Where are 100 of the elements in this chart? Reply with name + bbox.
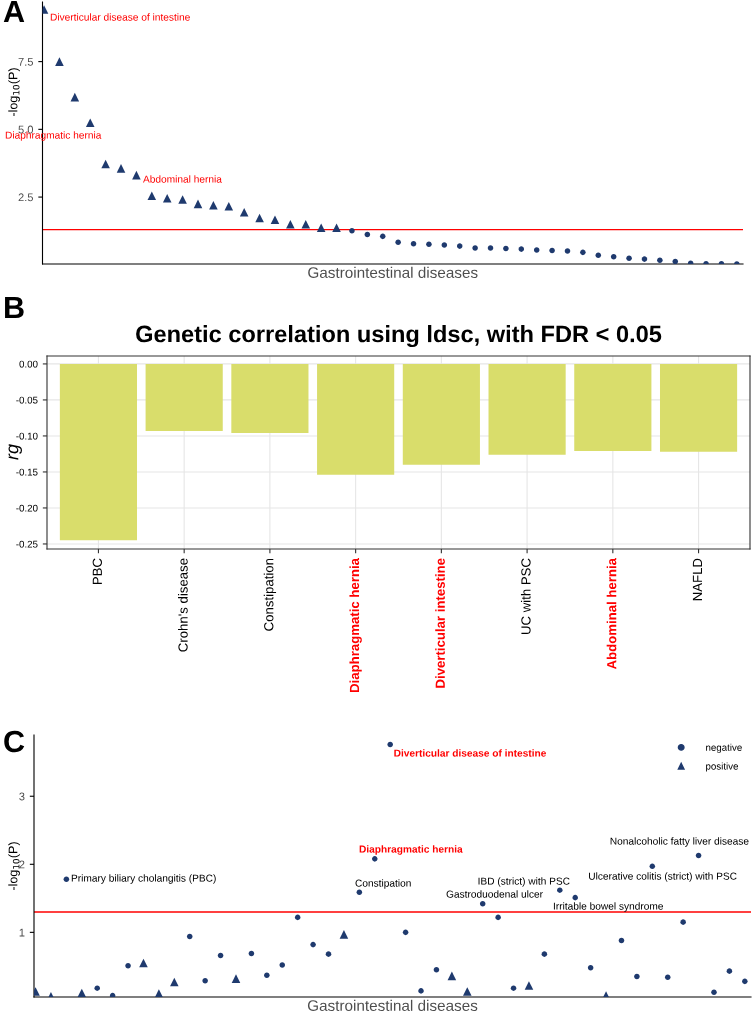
point [316, 223, 326, 232]
point [524, 981, 534, 990]
y-tick-label: 1 [19, 928, 25, 937]
point [364, 231, 371, 238]
point [109, 992, 116, 997]
x-tick-label: Diaphragmatic hernia [349, 557, 362, 693]
point [557, 887, 563, 893]
x-tick-label: PBC [92, 558, 102, 585]
y-tick-label: 0.00 [19, 360, 38, 368]
annotation: Diaphragmatic hernia [359, 845, 463, 855]
point [294, 914, 301, 921]
annotation: Primary biliary cholangitis (PBC) [71, 874, 216, 884]
point [77, 988, 87, 997]
point [55, 57, 64, 66]
point [387, 741, 393, 748]
point [395, 239, 401, 246]
point [217, 952, 224, 959]
point [479, 900, 486, 907]
point [332, 223, 341, 232]
x-tick-label: Diverticular intestine [435, 558, 445, 688]
point [711, 989, 717, 996]
point [270, 215, 280, 225]
x-tick-label: NAFLD [692, 558, 702, 601]
point [587, 964, 594, 971]
point [178, 195, 187, 204]
point [634, 973, 640, 980]
point [672, 258, 679, 264]
point [264, 972, 270, 978]
y-tick-label: -0.15 [16, 468, 38, 476]
x-tick-label: Abdominal hernia [606, 557, 617, 670]
annotation: IBD (strict) with PSC [478, 877, 570, 887]
point [680, 919, 686, 925]
point [202, 977, 208, 984]
y-axis-title: rg [8, 444, 22, 460]
point [495, 914, 501, 921]
point [580, 249, 586, 256]
text: C [4, 730, 25, 753]
point [94, 985, 100, 991]
x-tick-label: Crohn's disease [178, 558, 188, 652]
point [85, 118, 95, 128]
x-axis-title: Gastrointestinal diseases [308, 266, 478, 278]
y-axis-title: -log$_{10}$(P) [8, 68, 20, 117]
y-tick-label: -0.10 [16, 432, 38, 440]
point [279, 962, 286, 968]
y-axis-title: -log$_{10}$(P) [8, 842, 20, 891]
point [231, 974, 241, 983]
point [301, 219, 311, 229]
point [371, 856, 378, 862]
x-axis-title: Gastrointestinal diseases [307, 999, 478, 1011]
y-tick-label: -0.20 [16, 504, 38, 512]
point [162, 193, 172, 203]
point [70, 92, 80, 102]
point [564, 248, 571, 254]
point [239, 207, 249, 217]
point [463, 987, 472, 996]
point [410, 240, 417, 247]
chart-title: Genetic correlation using ldsc, with FDR < 0.05 [136, 325, 662, 348]
point [472, 245, 478, 251]
y-tick-label: 2.5 [18, 193, 34, 202]
point [533, 247, 540, 253]
point [170, 977, 179, 987]
point [572, 894, 578, 901]
text: B [5, 296, 24, 318]
point [186, 933, 193, 940]
point [433, 967, 440, 973]
point [63, 876, 70, 883]
point [726, 968, 733, 974]
point [649, 863, 656, 870]
point [703, 260, 709, 264]
point [541, 951, 548, 957]
point [641, 256, 648, 262]
point [224, 202, 234, 211]
point [742, 978, 748, 985]
y-tick-label: -0.05 [16, 396, 38, 404]
legend-label: negative [706, 743, 742, 753]
text: A [3, 0, 25, 22]
annotation: Diverticular disease of intestine [50, 13, 190, 21]
point [518, 246, 525, 252]
point [379, 233, 386, 240]
point [125, 962, 131, 969]
point [248, 950, 255, 957]
point [549, 247, 555, 254]
point [116, 164, 126, 173]
annotation: Constipation [355, 879, 411, 889]
point [510, 985, 517, 991]
point [418, 988, 424, 994]
annotation: Ulcerative colitis (strict) with PSC [589, 872, 737, 882]
y-tick-label: 3 [19, 792, 25, 801]
point [487, 245, 494, 251]
annotation: Gastroduodenal ulcer [446, 890, 543, 898]
point [426, 241, 432, 247]
point [447, 971, 457, 981]
point [349, 227, 355, 234]
point [610, 253, 617, 260]
point [595, 252, 602, 259]
annotation: Abdominal hernia [143, 175, 222, 183]
point [147, 191, 157, 200]
point [441, 242, 448, 248]
point [664, 974, 671, 981]
x-tick-label: UC with PSC [520, 558, 531, 634]
